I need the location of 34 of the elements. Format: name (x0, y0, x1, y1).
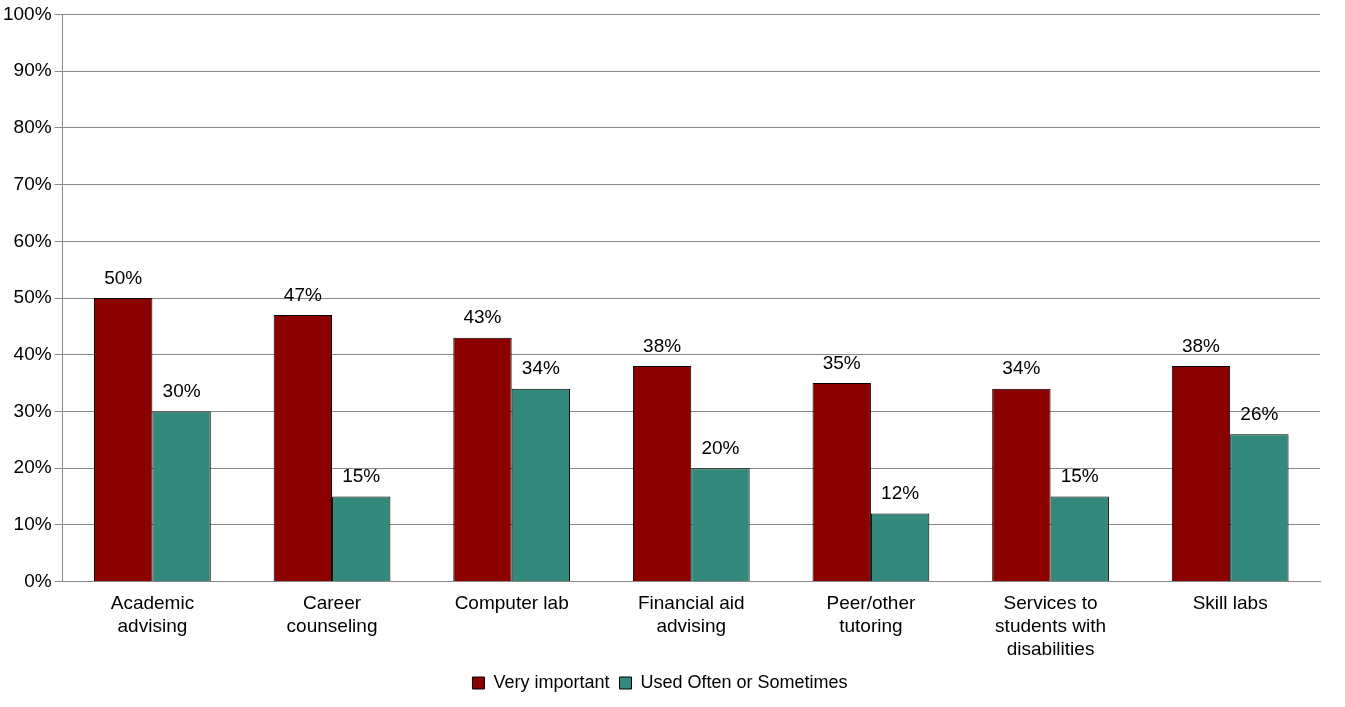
x-tick-label: Skill labs (1192, 592, 1268, 614)
y-tick-label: 40% (13, 342, 52, 364)
x-tick-label: Career counseling (286, 592, 378, 637)
data-label: 26% (1240, 402, 1279, 424)
y-tick-label: 90% (13, 59, 52, 81)
y-tick-label: 50% (13, 286, 52, 308)
data-label: 43% (463, 306, 502, 328)
data-label: 30% (162, 380, 201, 402)
x-tick-label: Computer lab (454, 592, 569, 614)
data-label: 34% (1002, 357, 1041, 379)
y-tick-label: 100% (2, 2, 52, 24)
legend-label: Used Often or Sometimes (640, 671, 848, 692)
x-tick-label: Services to students with disabilities (995, 592, 1107, 659)
data-label: 20% (701, 436, 740, 458)
y-tick-label: 0% (24, 569, 52, 591)
x-tick-label: Financial aid advising (637, 592, 745, 637)
x-tick-label: Peer/other tutoring (826, 592, 916, 637)
x-tick-label: Academic advising (110, 592, 195, 637)
y-tick-label: 80% (13, 116, 52, 138)
data-label: 35% (822, 351, 861, 373)
data-label: 38% (1181, 334, 1221, 356)
data-label: 34% (521, 357, 560, 379)
data-label: 15% (1060, 465, 1099, 487)
data-label: 47% (283, 283, 322, 305)
data-label: 12% (881, 482, 920, 504)
y-tick-label: 30% (13, 399, 52, 421)
data-label: 38% (643, 334, 682, 356)
y-tick-label: 60% (13, 229, 52, 251)
y-tick-label: 20% (13, 456, 52, 478)
y-tick-label: 10% (13, 513, 52, 535)
y-tick-label: 70% (13, 172, 52, 194)
data-label: 15% (342, 465, 381, 487)
legend-label: Very important (493, 671, 610, 692)
data-label: 50% (104, 266, 143, 288)
